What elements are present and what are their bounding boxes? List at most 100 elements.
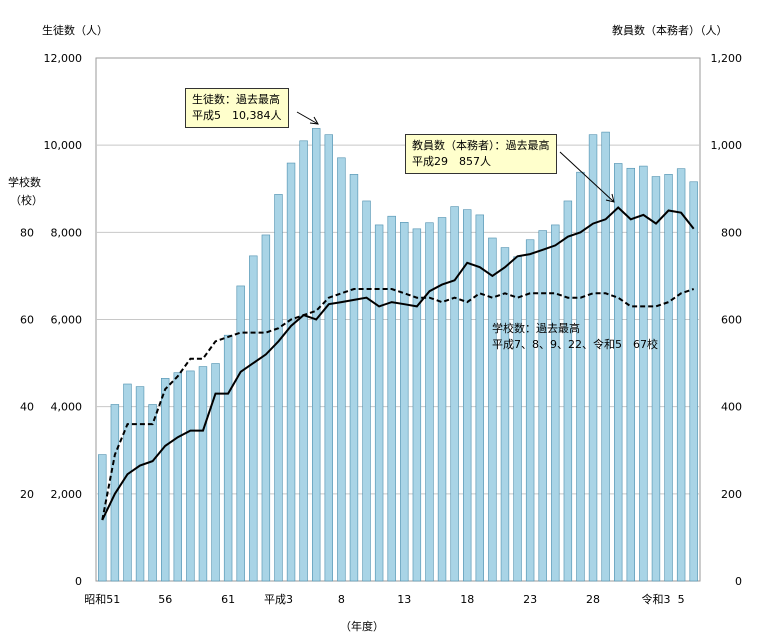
students-bar: [425, 222, 434, 582]
students-bar: [337, 157, 346, 582]
students-bar: [324, 134, 333, 582]
x-tick-label: 18: [460, 593, 474, 606]
schools-dashed-line: [101, 288, 695, 521]
left-tick-label: 2,000: [51, 488, 83, 501]
left-tick-label: 10,000: [44, 139, 83, 152]
students-bar: [211, 363, 220, 582]
gridlines: [96, 144, 700, 495]
school-axis-label-1: 学校数: [8, 175, 41, 189]
students-bar: [299, 140, 308, 582]
students-bar: [312, 128, 321, 582]
students-callout-pointer: [296, 111, 319, 125]
left-axis-label: 生徒数（人）: [42, 23, 108, 37]
schools-label-line1: 学校数：過去最高: [492, 322, 580, 335]
left-axis-ticks: 0 2,000 4,000 6,000 8,000 10,000 12,000: [44, 52, 83, 588]
left-tick-label: 4,000: [51, 401, 83, 414]
students-bar: [651, 176, 661, 582]
school-axis-ticks: 20 40 60 80: [20, 226, 34, 501]
teachers-callout-pointer: [559, 151, 615, 203]
students-bar: [551, 224, 560, 582]
students-record-callout: 生徒数：過去最高 平成5 10,384人: [185, 88, 289, 128]
students-bar: [689, 181, 698, 582]
teachers-callout-line2: 平成29 857人: [412, 155, 491, 168]
students-bar: [249, 255, 258, 582]
students-bar: [400, 222, 409, 582]
left-tick-label: 0: [75, 575, 82, 588]
students-bar: [664, 174, 673, 582]
students-bar: [236, 285, 245, 582]
schools-label-line2: 平成7、8、9、22、令和5 67校: [492, 338, 658, 351]
x-tick-label: 令和3: [641, 592, 670, 606]
students-bar: [513, 256, 522, 582]
students-callout-line1: 生徒数：過去最高: [192, 93, 280, 106]
students-bar: [626, 167, 635, 582]
x-tick-label: 昭和51: [84, 593, 120, 606]
students-bar: [286, 162, 296, 582]
students-bar: [563, 200, 573, 582]
students-bar: [412, 228, 422, 582]
students-bar: [123, 383, 132, 582]
x-tick-label: 8: [338, 593, 345, 606]
students-bar: [161, 378, 170, 582]
right-axis-ticks: 0 200 400 600 800 1,000 1,200: [711, 52, 743, 588]
left-tick-label: 6,000: [51, 314, 83, 327]
students-bar: [374, 224, 384, 582]
students-bar: [362, 200, 371, 582]
x-tick-label: 23: [523, 593, 537, 606]
school-tick-label: 80: [20, 226, 34, 239]
right-tick-label: 800: [721, 226, 742, 239]
students-bar: [223, 334, 233, 582]
teachers-callout-arrowhead: [605, 193, 615, 203]
x-tick-label: 28: [586, 593, 600, 606]
students-callout-line2: 平成5 10,384人: [192, 109, 282, 122]
x-axis-label: （年度）: [340, 619, 384, 633]
students-bar: [676, 168, 686, 582]
students-bar: [463, 209, 472, 582]
school-tick-label: 20: [20, 488, 34, 501]
students-bar: [488, 237, 497, 582]
x-tick-label: 61: [221, 593, 235, 606]
students-bar: [601, 131, 610, 582]
students-bar: [588, 134, 598, 582]
students-bar: [538, 230, 547, 582]
students-bar: [450, 206, 459, 582]
right-tick-label: 600: [721, 314, 742, 327]
right-tick-label: 1,000: [711, 139, 743, 152]
x-tick-label: 平成3: [264, 593, 293, 606]
teachers-line: [101, 206, 695, 521]
students-bar: [274, 194, 283, 582]
right-tick-label: 200: [721, 488, 742, 501]
students-bar: [525, 239, 535, 582]
students-bar: [349, 174, 359, 582]
students-bar: [614, 163, 623, 582]
school-tick-label: 60: [20, 314, 34, 327]
teachers-record-callout: 教員数（本務者）：過去最高 平成29 857人: [405, 134, 557, 174]
left-tick-label: 8,000: [51, 226, 83, 239]
x-axis-ticks: 昭和51 56 61 平成3 8 13 18 23 28 令和3 5: [84, 592, 684, 606]
students-bar: [387, 215, 396, 582]
teachers-callout-line1: 教員数（本務者）：過去最高: [412, 139, 550, 152]
x-tick-label: 5: [678, 593, 685, 606]
students-callout-arrowhead: [309, 116, 319, 125]
students-bar: [639, 165, 648, 582]
students-bar: [576, 171, 585, 582]
students-bar: [148, 404, 157, 582]
x-tick-label: 13: [397, 593, 411, 606]
students-bar: [173, 372, 182, 582]
students-bar: [475, 214, 484, 582]
students-bar: [437, 217, 447, 582]
students-bar: [135, 386, 145, 582]
x-tick-label: 56: [158, 593, 172, 606]
right-tick-label: 1,200: [711, 52, 743, 65]
left-tick-label: 12,000: [44, 52, 83, 65]
schools-record-label: 学校数：過去最高 平成7、8、9、22、令和5 67校: [492, 321, 658, 353]
students-bar: [500, 247, 510, 582]
school-axis-label-2: （校）: [10, 193, 43, 207]
right-tick-label: 0: [735, 575, 742, 588]
school-tick-label: 40: [20, 401, 34, 414]
students-bar: [198, 366, 208, 582]
students-bar: [186, 370, 195, 582]
right-tick-label: 400: [721, 401, 742, 414]
students-bar: [261, 234, 271, 582]
